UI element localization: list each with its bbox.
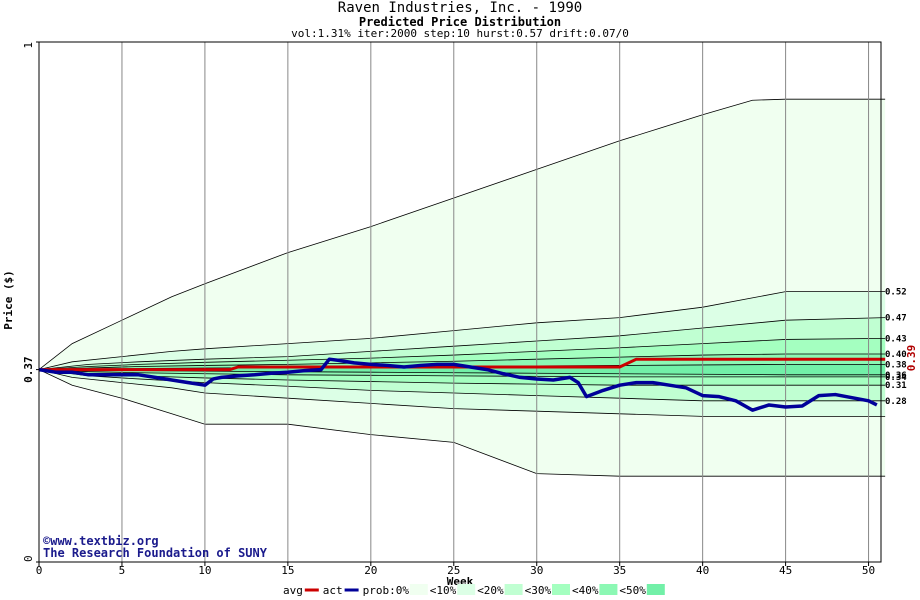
x-tick-label-0: 0 — [36, 564, 43, 577]
plot-frame — [38, 41, 882, 563]
legend-label-act: act — [323, 584, 343, 597]
band-lt-50-fill — [39, 364, 886, 375]
series-lines — [38, 357, 886, 412]
legend-swatch-lt-30 — [552, 584, 570, 595]
x-tick-label-5: 5 — [119, 564, 126, 577]
legend-label-lt-50: <50% — [619, 584, 646, 597]
series-avg-line — [39, 357, 886, 372]
x-tick-label-15: 15 — [281, 564, 294, 577]
band-2-lower-edge — [38, 369, 886, 402]
credit-website: ©www.textbiz.org — [43, 534, 159, 548]
right-label-0-38: 0.38 — [885, 360, 907, 370]
y-axis-label: Price ($) — [2, 270, 15, 330]
band-3-upper-edge — [38, 338, 886, 370]
right-label-0-34: 0.34 — [885, 373, 907, 383]
legend-swatch-lt-20 — [504, 584, 523, 595]
x-tick-label-25: 25 — [447, 564, 460, 577]
x-tick-label-35: 35 — [613, 564, 626, 577]
right-band-labels: 0.52 0.47 0.43 0.400.380.360.340.31 0.28 — [885, 288, 907, 407]
right-label-0-40: 0.40 — [885, 350, 907, 360]
legend-swatch-lt-40 — [599, 584, 618, 595]
x-tick-label-45: 45 — [779, 564, 792, 577]
right-label-0-47: 0.47 — [885, 314, 907, 324]
legend-swatch-lt-50 — [646, 584, 665, 595]
legend-label-lt-10: <10% — [430, 584, 457, 597]
chart-parameters: vol:1.31% iter:2000 step:10 hurst:0.57 d… — [291, 27, 629, 40]
grid-lines — [121, 42, 870, 562]
y-tick-labels: 010.37 — [22, 41, 39, 563]
y-tick-label-0: 0 — [22, 555, 35, 562]
x-tick-labels: 0 5 10 15 20 25 30 35 40 45 50 — [36, 562, 875, 577]
right-label-0-36: 0.36 — [885, 371, 907, 381]
chart-title: Raven Industries, Inc. - 1990 — [338, 0, 582, 16]
legend-label-lt-30: <30% — [525, 584, 552, 597]
x-tick-label-50: 50 — [862, 564, 875, 577]
x-tick-label-10: 10 — [198, 564, 211, 577]
right-label-0-28: 0.28 — [885, 397, 907, 407]
current-price-label: 0.39 — [905, 345, 918, 372]
credit-organization: The Research Foundation of SUNY — [43, 546, 268, 560]
legend-label-lt-20: <20% — [477, 584, 504, 597]
band-0-upper-edge — [38, 98, 886, 370]
legend-label-lt-40: <40% — [572, 584, 599, 597]
legend-swatch-prob-0 — [409, 584, 428, 595]
y-tick-label-1: 1 — [22, 42, 35, 49]
band-2-upper-edge — [38, 317, 886, 370]
y-tick-label-0-37: 0.37 — [22, 356, 35, 383]
x-tick-label-40: 40 — [696, 564, 709, 577]
x-tick-label-30: 30 — [530, 564, 543, 577]
band-4-lower-edge — [38, 369, 886, 378]
legend-swatch-lt-10 — [457, 584, 476, 595]
chart-legend: avg act prob:0% <10% <20% <30% <40% <50% — [283, 584, 665, 597]
right-label-0-31: 0.31 — [885, 381, 907, 391]
legend-label-prob-0: prob:0% — [363, 584, 410, 597]
band-4-upper-edge — [38, 353, 886, 370]
right-label-0-43: 0.43 — [885, 334, 907, 344]
chart-subtitle: Predicted Price Distribution — [359, 15, 561, 29]
right-label-0-52: 0.52 — [885, 288, 907, 298]
band-0-lower-edge — [38, 369, 886, 477]
series-act-line — [38, 357, 878, 412]
x-tick-label-20: 20 — [364, 564, 377, 577]
legend-label-avg: avg — [283, 584, 303, 597]
